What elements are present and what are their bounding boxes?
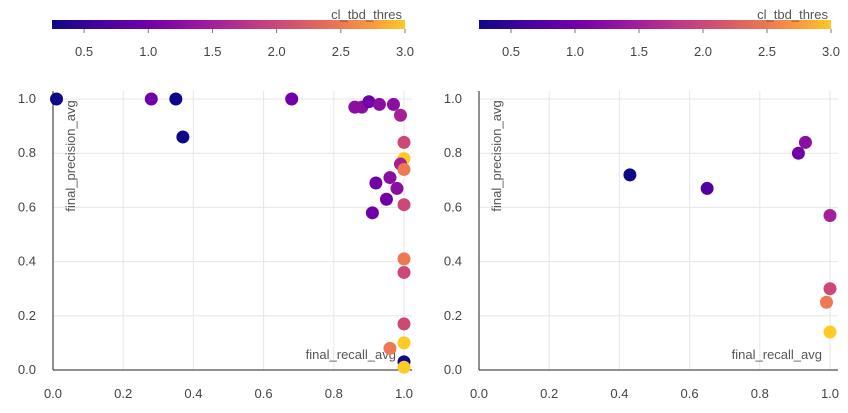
x-axis-label: final_recall_avg: [732, 347, 822, 362]
data-point: [397, 198, 411, 212]
data-point: [383, 171, 397, 185]
data-point: [144, 92, 158, 106]
x-axis-label: final_recall_avg: [306, 347, 396, 362]
y-tick-label: 0.6: [444, 199, 462, 214]
data-point: [823, 325, 837, 339]
x-tick-label: 0.6: [681, 386, 699, 401]
x-tick-label: 0.6: [255, 386, 273, 401]
data-point: [791, 146, 805, 160]
data-point: [397, 265, 411, 279]
data-point: [623, 168, 637, 182]
y-axis-label: final_precision_avg: [63, 100, 78, 211]
x-tick-label: 0.2: [114, 386, 132, 401]
data-point: [700, 181, 714, 195]
x-tick-label: 0.4: [184, 386, 202, 401]
data-point: [176, 130, 190, 144]
x-tick-label: 0.0: [44, 386, 62, 401]
data-point: [397, 336, 411, 350]
data-point: [823, 209, 837, 223]
colorbar: [52, 20, 405, 29]
colorbar-tick-label: 3.0: [822, 44, 840, 59]
colorbar-tick-label: 3.0: [396, 44, 414, 59]
colorbar-tick-label: 2.0: [694, 44, 712, 59]
y-tick-label: 0.6: [18, 199, 36, 214]
data-point: [390, 181, 404, 195]
colorbar-label: cl_tbd_thres: [757, 7, 828, 22]
data-point: [397, 317, 411, 331]
colorbar-tick-label: 1.5: [203, 44, 221, 59]
data-point: [386, 97, 400, 111]
x-tick-label: 0.0: [470, 386, 488, 401]
colorbar-tick-label: 2.0: [268, 44, 286, 59]
data-point: [823, 282, 837, 296]
colorbar-tick-label: 1.0: [566, 44, 584, 59]
scatter-panel-1: cl_tbd_thres 0.5 1.0 1.5 2.0 2.5 3.0 0.0 0.2 0.4 0…: [18, 7, 414, 401]
data-point: [379, 192, 393, 206]
data-point: [819, 295, 833, 309]
x-tick-label: 0.2: [540, 386, 558, 401]
y-tick-label: 0.2: [18, 308, 36, 323]
y-tick-label: 0.4: [18, 254, 36, 269]
data-point: [397, 252, 411, 266]
data-point: [397, 135, 411, 149]
y-tick-label: 0.4: [444, 254, 462, 269]
colorbar-tick-label: 0.5: [502, 44, 520, 59]
data-point: [362, 95, 376, 109]
y-tick-label: 0.0: [18, 362, 36, 377]
data-point: [798, 135, 812, 149]
y-tick-label: 0.8: [444, 145, 462, 160]
data-point: [372, 97, 386, 111]
x-tick-label: 0.8: [325, 386, 343, 401]
data-point: [169, 92, 183, 106]
data-point: [369, 176, 383, 190]
data-point: [397, 162, 411, 176]
data-point: [50, 92, 64, 106]
y-axis-label: final_precision_avg: [489, 100, 504, 211]
data-point: [393, 108, 407, 122]
y-tick-label: 1.0: [444, 91, 462, 106]
scatter-panel-2: cl_tbd_thres 0.5 1.0 1.5 2.0 2.5 3.0 0.0 0.2 0.4 0…: [444, 7, 840, 401]
colorbar: [479, 20, 831, 29]
data-point: [365, 206, 379, 220]
x-tick-label: 0.8: [751, 386, 769, 401]
x-tick-label: 1.0: [395, 386, 413, 401]
y-tick-label: 0.8: [18, 145, 36, 160]
colorbar-label: cl_tbd_thres: [331, 7, 402, 22]
colorbar-tick-label: 1.5: [630, 44, 648, 59]
y-tick-label: 0.2: [444, 308, 462, 323]
x-tick-label: 1.0: [821, 386, 839, 401]
data-point: [285, 92, 299, 106]
data-point: [397, 360, 411, 374]
y-tick-label: 1.0: [18, 91, 36, 106]
colorbar-tick-label: 0.5: [75, 44, 93, 59]
x-tick-label: 0.4: [610, 386, 628, 401]
data-point: [383, 341, 397, 355]
colorbar-tick-label: 1.0: [139, 44, 157, 59]
colorbar-tick-label: 2.5: [758, 44, 776, 59]
colorbar-tick-label: 2.5: [332, 44, 350, 59]
y-tick-label: 0.0: [444, 362, 462, 377]
